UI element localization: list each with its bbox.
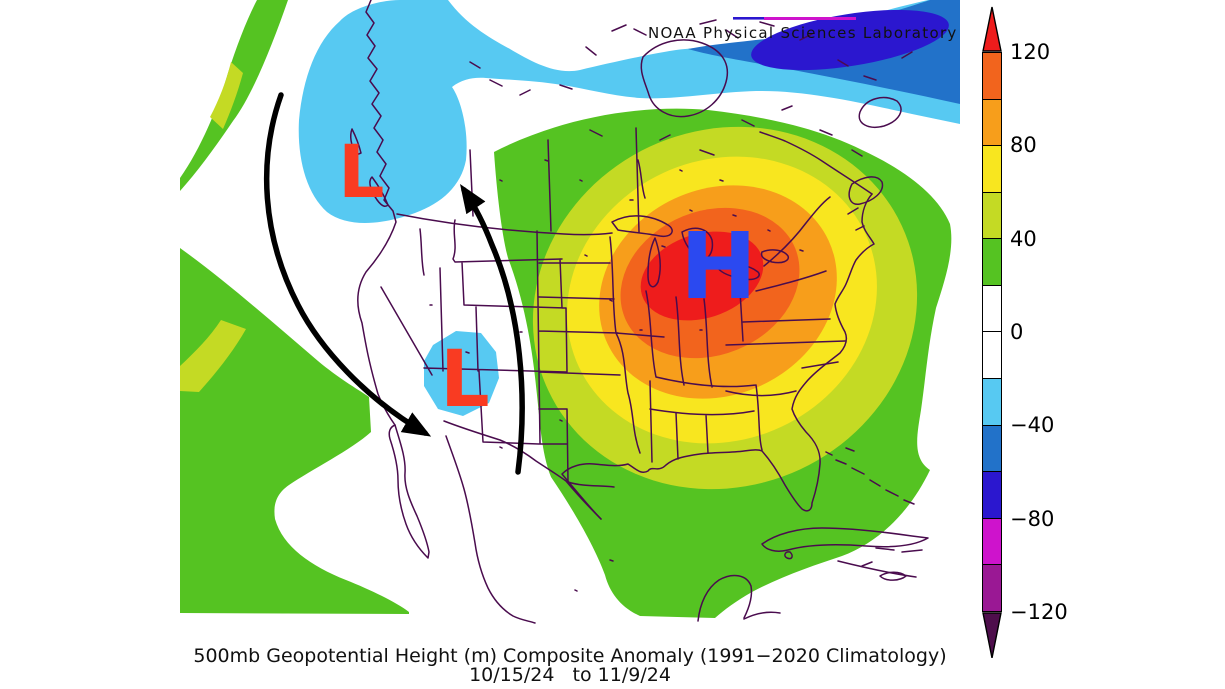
colorbar-segment [983, 238, 1001, 285]
low-pressure-label-southwest: L [440, 335, 490, 425]
colorbar-tick-label: 120 [1010, 40, 1051, 64]
flow-arrow-north [460, 184, 525, 475]
colorbar-segment [983, 331, 1001, 379]
contour-indigo-north-core [751, 9, 949, 71]
contour-yellowgreen-west-sliver [180, 320, 246, 392]
contour-red-ridge-core [640, 231, 764, 321]
colorbar-tick-label: −40 [1010, 413, 1055, 438]
colorbar-top-arrow [982, 6, 1002, 52]
page-title: NOAA Physical Sciences Laboratory [648, 24, 958, 42]
colorbar-segment [983, 471, 1001, 518]
colorbar-segment [983, 564, 1001, 611]
low-pressure-label-northwest: L [338, 130, 385, 215]
colorbar-segment [983, 378, 1001, 425]
colorbar-bottom-arrow [982, 612, 1002, 658]
colorbar-tick-label: 80 [1010, 133, 1037, 158]
map-linework [350, 0, 929, 624]
colorbar-segment [983, 191, 1001, 239]
colorbar-segment [983, 517, 1001, 565]
colorbar-segments [982, 52, 1002, 612]
colorbar-segment [983, 98, 1001, 146]
colorbar-segment [983, 53, 1001, 99]
caption-line1: 500mb Geopotential Height (m) Composite … [193, 645, 947, 667]
colorbar-tick-label: 0 [1010, 319, 1024, 344]
colorbar-segment [983, 145, 1001, 192]
high-pressure-label: H [680, 213, 757, 320]
colorbar-tick-label: 40 [1010, 226, 1037, 251]
contour-indigo-top-sliver [733, 17, 775, 20]
colorbar-tick-label: −80 [1010, 506, 1055, 531]
flow-arrows [263, 92, 525, 475]
colorbar-segment [983, 424, 1001, 472]
colorbar-segment [983, 284, 1001, 332]
contour-magenta-top-sliver [764, 17, 856, 20]
contour-yellowgreen-nw-sliver [210, 62, 243, 129]
caption-line2: 10/15/24 to 11/9/24 [469, 664, 671, 686]
colorbar-tick-label: −120 [1010, 599, 1068, 624]
colorbar: 120 80 40 0 −40 −80 −120 [982, 6, 1092, 666]
flow-arrow-southeast [263, 92, 432, 437]
